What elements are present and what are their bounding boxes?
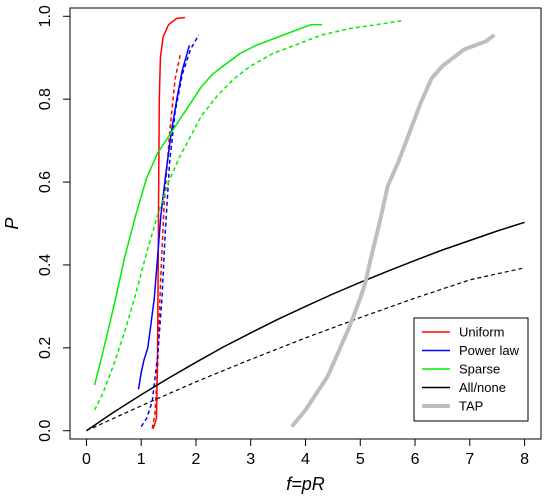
- series-line-9: [290, 33, 496, 428]
- legend-label: Sparse: [459, 362, 500, 377]
- y-tick-label: 0.4: [37, 254, 54, 276]
- series-line-7: [85, 221, 525, 432]
- x-tick-label: 7: [465, 451, 474, 468]
- x-axis: 0 1 2 3 4 5 6 7 8: [82, 438, 529, 468]
- x-tick-label: 5: [356, 451, 365, 468]
- x-axis-label: f=pR: [286, 474, 325, 494]
- y-tick-label: 0.0: [37, 419, 54, 441]
- x-tick-label: 2: [192, 451, 201, 468]
- series-line-5: [93, 23, 322, 386]
- series-line-2: [151, 53, 182, 429]
- x-tick-label: 0: [82, 451, 91, 468]
- y-tick-label: 0.6: [37, 171, 54, 193]
- legend-label: Power law: [459, 343, 520, 358]
- series-line-6: [93, 19, 405, 411]
- x-tick-label: 3: [246, 451, 255, 468]
- x-tick-label: 8: [520, 451, 529, 468]
- x-tick-label: 6: [411, 451, 420, 468]
- legend-label: TAP: [459, 399, 483, 414]
- y-tick-label: 0.8: [37, 88, 54, 110]
- legend-label: All/none: [459, 380, 506, 395]
- y-axis-label: P: [2, 217, 22, 229]
- x-tick-label: 4: [301, 451, 310, 468]
- y-axis: 0.0 0.2 0.4 0.6 0.8 1.0: [37, 5, 71, 442]
- series-line-8: [86, 267, 525, 432]
- y-tick-label: 0.2: [37, 337, 54, 359]
- y-tick-label: 1.0: [37, 5, 54, 27]
- series-layer: [85, 16, 525, 432]
- legend: Uniform Power law Sparse All/none TAP: [413, 317, 529, 422]
- series-line-4: [140, 34, 200, 428]
- x-tick-label: 1: [137, 451, 146, 468]
- legend-label: Uniform: [459, 325, 505, 340]
